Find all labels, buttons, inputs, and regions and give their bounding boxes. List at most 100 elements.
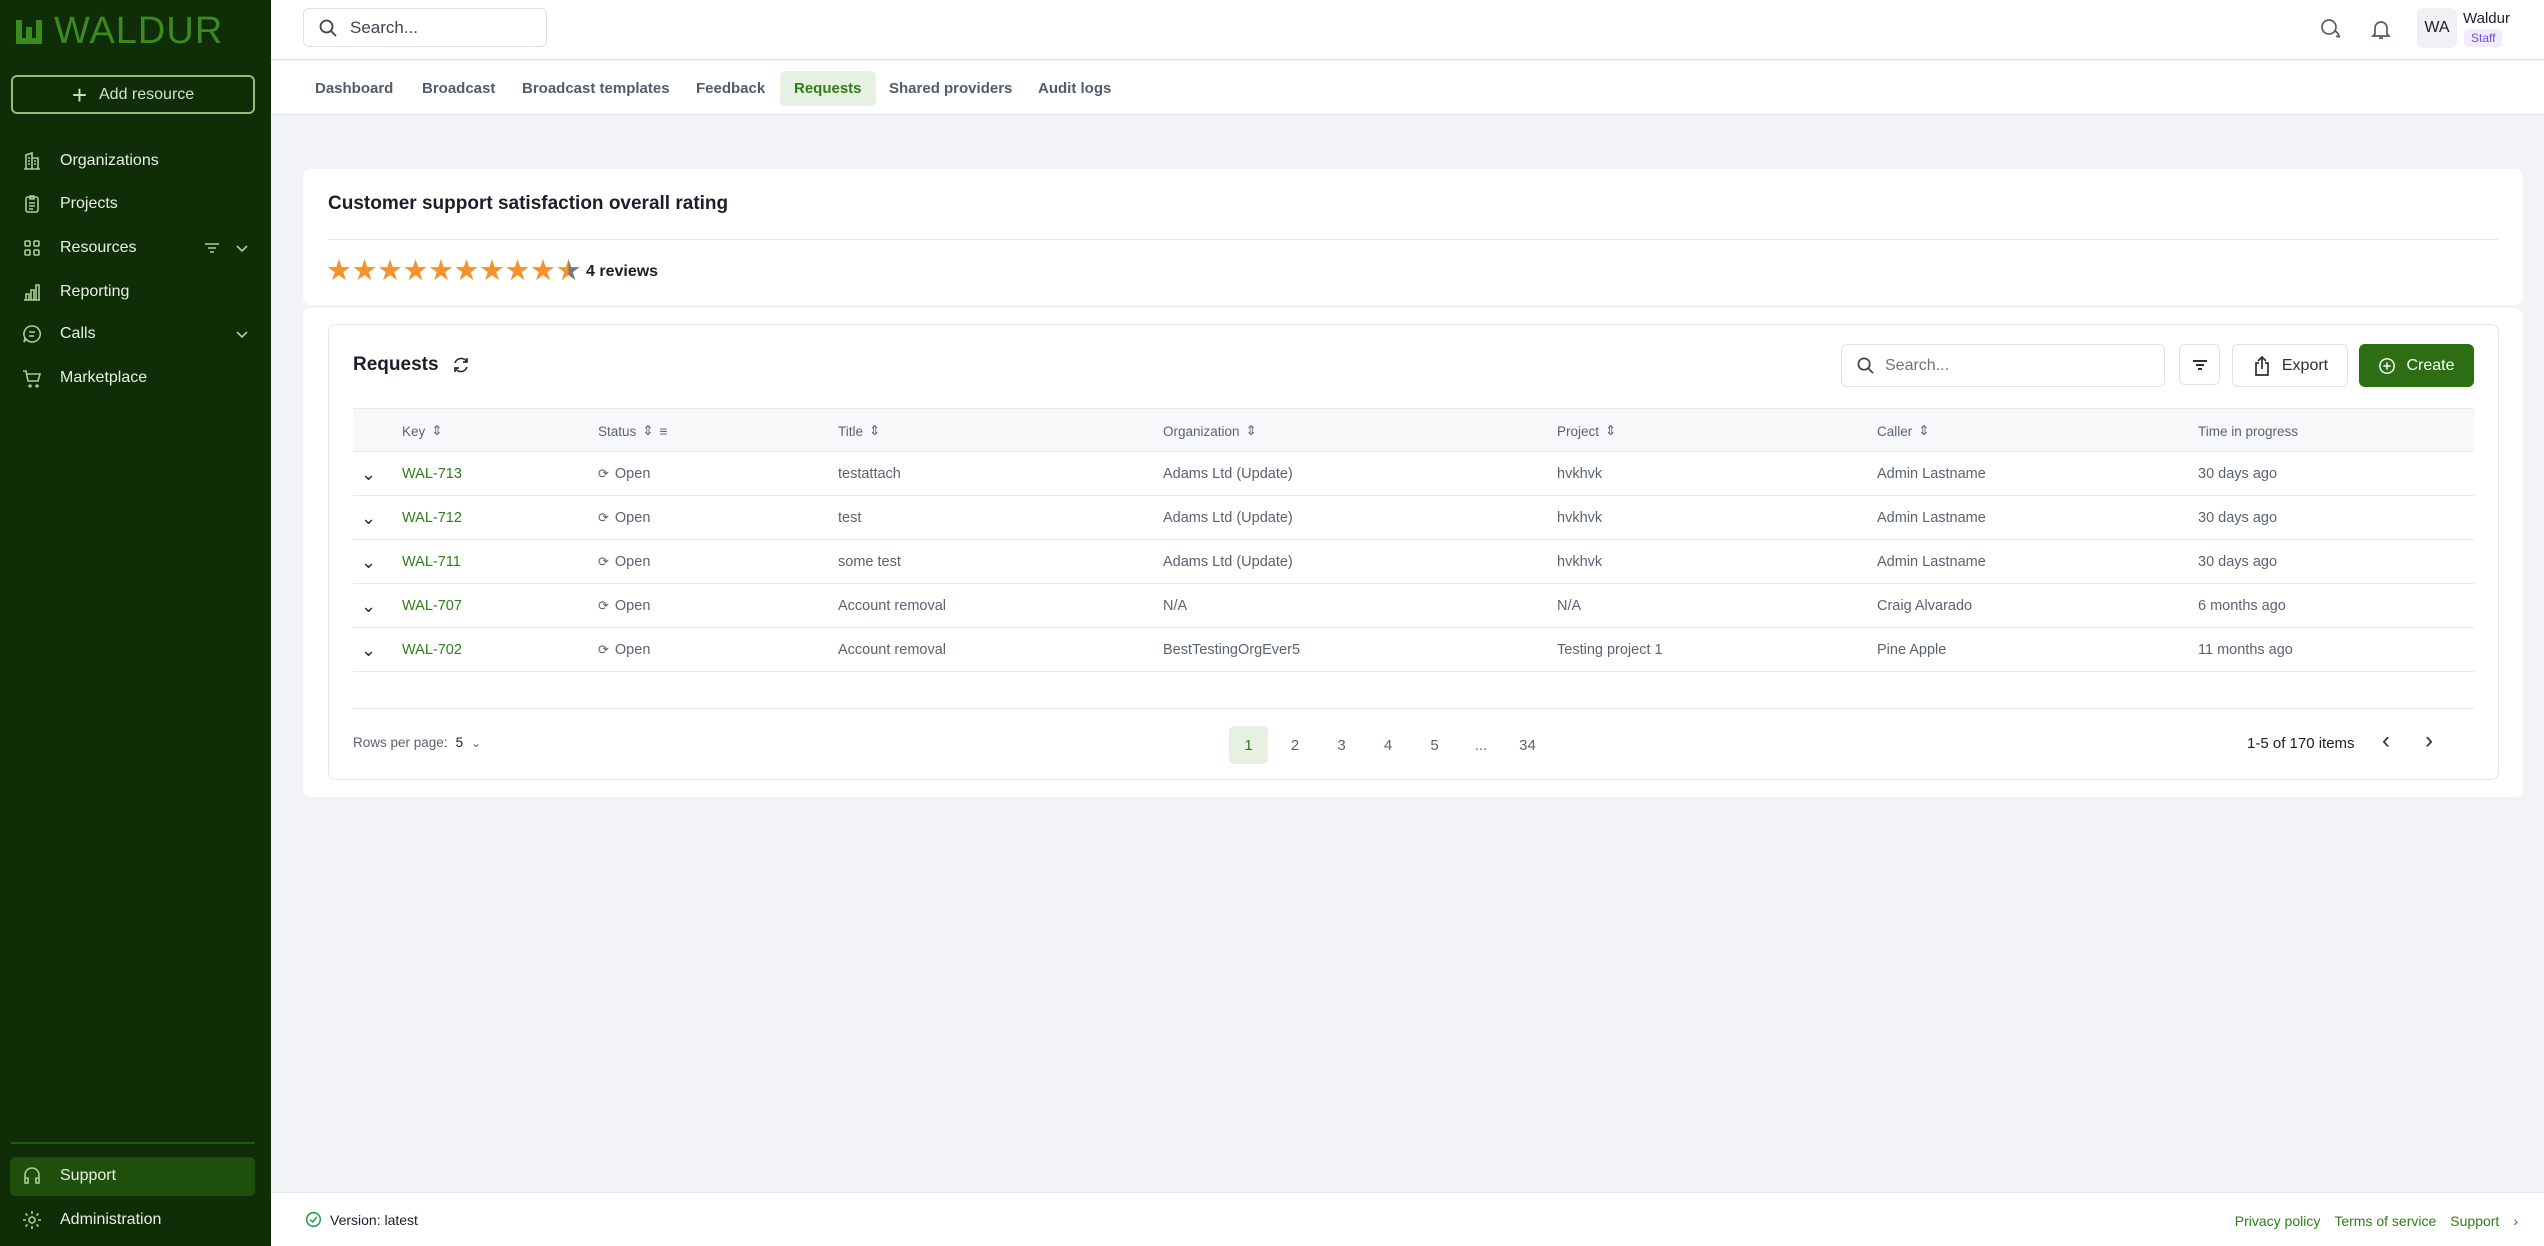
refresh-icon: ⟳ — [598, 642, 609, 657]
add-resource-button[interactable]: + Add resource — [11, 75, 255, 114]
sidebar-item-calls[interactable]: Calls — [22, 316, 252, 352]
column-header-organization[interactable]: Organization ⇕ — [1163, 409, 1257, 453]
cell-text: hvkhvk — [1557, 510, 1603, 526]
table-row[interactable]: ⌄ WAL-711 ⟳ Open some test Adams Ltd (Update)… — [353, 540, 2474, 584]
bar-chart-icon — [24, 284, 40, 301]
sort-icon[interactable]: ⇕ — [431, 423, 443, 438]
sidebar-item-support[interactable]: Support — [22, 1158, 252, 1194]
page-button[interactable]: 3 — [1337, 736, 1346, 754]
cell-text: Open — [614, 510, 651, 526]
sidebar-item-organizations[interactable]: Organizations — [22, 143, 252, 179]
table-header: Key ⇕ Status ⇕ ≡ Title ⇕ Organization ⇕ Proje… — [353, 408, 2474, 452]
tab-feedback[interactable]: Feedback — [696, 80, 766, 97]
sidebar-item-reporting[interactable]: Reporting — [22, 274, 252, 310]
sidebar-item-marketplace[interactable]: Marketplace — [22, 360, 252, 396]
cell-key[interactable]: WAL-711 — [402, 540, 461, 584]
search-icon — [319, 19, 337, 37]
rows-per-page[interactable]: Rows per page: 5 ⌄ — [353, 735, 481, 750]
cell-text: WAL-712 — [402, 510, 462, 526]
cell-status: ⟳ Open — [598, 584, 650, 628]
cell-key[interactable]: WAL-707 — [402, 584, 462, 628]
tab-dashboard[interactable]: Dashboard — [315, 80, 394, 97]
next-page-icon[interactable]: › — [2425, 727, 2433, 754]
star-icon: ★ — [479, 255, 505, 287]
tab-broadcast[interactable]: Broadcast — [422, 80, 496, 97]
cell-key[interactable]: WAL-702 — [402, 628, 462, 672]
column-header-time: Time in progress — [2198, 409, 2298, 453]
cell-key[interactable]: WAL-713 — [402, 452, 462, 496]
previous-page-icon[interactable]: ‹ — [2382, 727, 2390, 754]
version-text: Version: latest — [330, 1211, 418, 1228]
cell-project: hvkhvk — [1557, 496, 1602, 540]
refresh-icon[interactable] — [451, 355, 471, 375]
page-button[interactable]: 1 — [1229, 726, 1268, 764]
cell-text: Pine Apple — [1877, 642, 1947, 658]
cell-caller: Pine Apple — [1877, 628, 1946, 672]
cell-text: Testing project 1 — [1557, 642, 1663, 658]
expand-row-icon[interactable]: ⌄ — [361, 551, 377, 572]
chat-icon[interactable] — [2319, 17, 2343, 41]
column-label: Title — [838, 423, 864, 439]
page-button[interactable]: 5 — [1430, 736, 1439, 754]
add-resource-label: Add resource — [99, 85, 195, 103]
table-row[interactable]: ⌄ WAL-707 ⟳ Open Account removal N/A N/A Craig … — [353, 584, 2474, 628]
filter-button[interactable] — [2179, 344, 2220, 385]
chevron-down-icon[interactable] — [232, 238, 252, 258]
expand-row-icon[interactable]: ⌄ — [361, 463, 377, 484]
sidebar-item-resources[interactable]: Resources — [22, 230, 252, 266]
column-label: Key — [402, 423, 426, 439]
page-button[interactable]: ... — [1474, 736, 1488, 754]
cell-time: 30 days ago — [2198, 452, 2277, 496]
column-header-project[interactable]: Project ⇕ — [1557, 409, 1616, 453]
sort-icon[interactable]: ⇕ — [1918, 423, 1930, 438]
tab-requests[interactable]: Requests — [780, 71, 876, 106]
table-row[interactable]: ⌄ WAL-713 ⟳ Open testattach Adams Ltd (Update… — [353, 452, 2474, 496]
expand-row-icon[interactable]: ⌄ — [361, 507, 377, 528]
global-search-input[interactable]: Search... — [303, 8, 547, 47]
pagination-divider — [353, 708, 2474, 709]
sort-icon[interactable]: ⇕ — [1245, 423, 1257, 438]
star-rating: ★ ★ ★ ★ ★ ★ ★ ★ ★ ★ — [326, 255, 582, 287]
expand-row-icon[interactable]: ⌄ — [361, 639, 377, 660]
sort-icon[interactable]: ⇕ — [869, 423, 881, 438]
support-link[interactable]: Support — [2450, 1213, 2500, 1229]
page-button[interactable]: 2 — [1290, 736, 1300, 754]
column-header-title[interactable]: Title ⇕ — [838, 409, 880, 453]
requests-section: Requests Search... Export Create Key ⇕ St… — [303, 308, 2523, 797]
sidebar-item-projects[interactable]: Projects — [22, 186, 252, 222]
filter-icon[interactable]: ≡ — [659, 423, 668, 439]
sort-icon[interactable]: ⇕ — [1605, 423, 1617, 438]
expand-row-icon[interactable]: ⌄ — [361, 595, 377, 616]
terms-of-service-link[interactable]: Terms of service — [2334, 1213, 2437, 1229]
page-button[interactable]: 34 — [1519, 736, 1536, 754]
column-label: Organization — [1163, 423, 1240, 439]
cell-key[interactable]: WAL-712 — [402, 496, 462, 540]
cell-text: Account removal — [838, 598, 946, 614]
tab-audit-logs[interactable]: Audit logs — [1038, 80, 1112, 97]
create-button[interactable]: Create — [2359, 344, 2474, 387]
filter-icon[interactable] — [202, 238, 222, 258]
tab-shared-providers[interactable]: Shared providers — [889, 80, 1013, 97]
page-button[interactable]: 4 — [1383, 736, 1393, 754]
privacy-policy-link[interactable]: Privacy policy — [2234, 1213, 2321, 1229]
column-header-key[interactable]: Key ⇕ — [402, 409, 443, 453]
tab-broadcast-templates[interactable]: Broadcast templates — [522, 80, 670, 97]
sidebar-item-administration[interactable]: Administration — [22, 1202, 252, 1238]
refresh-icon: ⟳ — [598, 510, 609, 525]
table-row[interactable]: ⌄ WAL-702 ⟳ Open Account removal BestTestingO… — [353, 628, 2474, 672]
search-placeholder: Search... — [350, 17, 419, 37]
bell-icon[interactable] — [2369, 17, 2393, 41]
sort-icon[interactable]: ⇕ — [642, 423, 654, 438]
column-header-caller[interactable]: Caller ⇕ — [1877, 409, 1930, 453]
requests-search-input[interactable]: Search... — [1841, 344, 2165, 387]
table-row[interactable]: ⌄ WAL-712 ⟳ Open test Adams Ltd (Update) hvkhv… — [353, 496, 2474, 540]
export-button[interactable]: Export — [2232, 344, 2348, 387]
column-header-status[interactable]: Status ⇕ ≡ — [598, 409, 667, 453]
avatar[interactable]: WA — [2417, 8, 2457, 48]
cell-organization: BestTestingOrgEver5 — [1163, 628, 1300, 672]
review-count: 4 reviews — [586, 263, 659, 280]
user-name[interactable]: Waldur — [2463, 10, 2510, 27]
chat-icon — [23, 325, 41, 343]
waldur-logo[interactable]: WALDUR — [14, 10, 223, 53]
chevron-down-icon[interactable] — [232, 324, 252, 344]
